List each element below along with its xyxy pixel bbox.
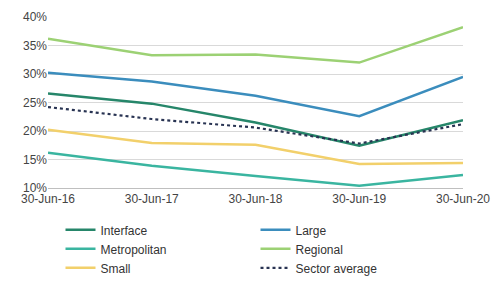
svg-text:Small: Small	[101, 262, 131, 276]
svg-text:Metropolitan: Metropolitan	[101, 243, 167, 257]
svg-text:Large: Large	[296, 224, 327, 238]
svg-text:10%: 10%	[23, 181, 47, 195]
svg-text:30%: 30%	[23, 67, 47, 81]
svg-text:15%: 15%	[23, 153, 47, 167]
svg-text:30-Jun-20: 30-Jun-20	[436, 192, 490, 206]
svg-text:30-Jun-19: 30-Jun-19	[332, 192, 386, 206]
svg-text:40%: 40%	[23, 10, 47, 24]
svg-text:30-Jun-17: 30-Jun-17	[125, 192, 179, 206]
svg-text:35%: 35%	[23, 39, 47, 53]
svg-text:30-Jun-16: 30-Jun-16	[21, 192, 75, 206]
svg-text:20%: 20%	[23, 124, 47, 138]
svg-text:30-Jun-18: 30-Jun-18	[228, 192, 282, 206]
svg-text:Regional: Regional	[296, 243, 343, 257]
svg-text:25%: 25%	[23, 96, 47, 110]
svg-text:Interface: Interface	[101, 224, 148, 238]
svg-text:Sector average: Sector average	[296, 262, 378, 276]
